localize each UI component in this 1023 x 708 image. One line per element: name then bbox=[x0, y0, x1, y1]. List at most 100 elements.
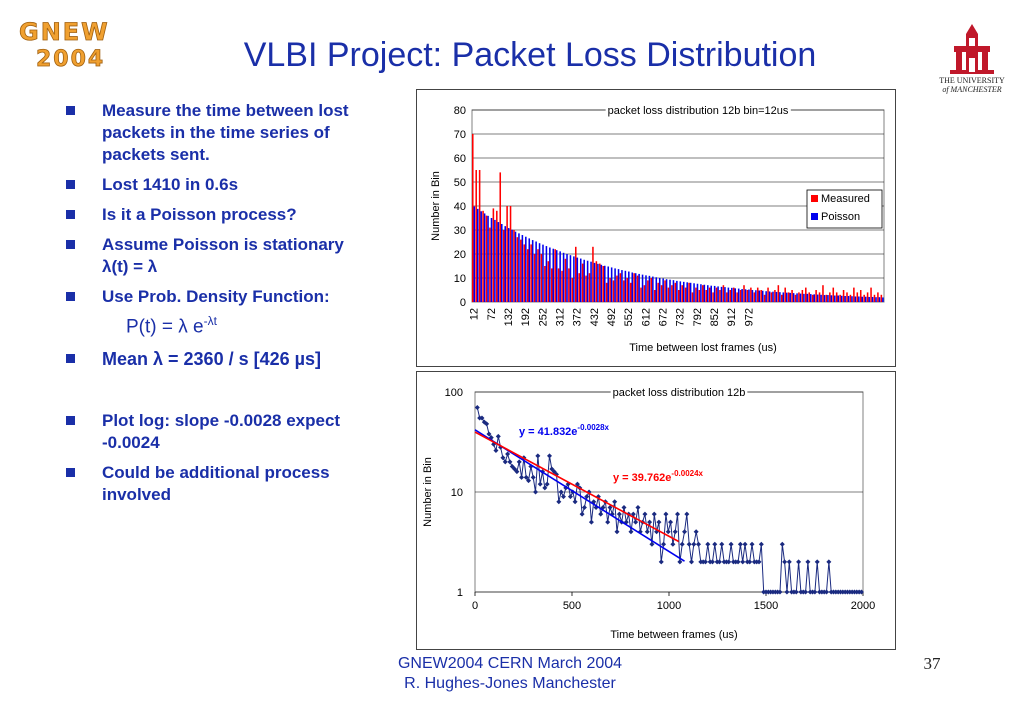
data-point bbox=[826, 559, 832, 565]
bar-poisson bbox=[707, 285, 709, 302]
y-tick-label: 70 bbox=[454, 129, 466, 141]
data-point bbox=[686, 541, 692, 547]
bar-poisson bbox=[555, 250, 558, 302]
bar-poisson bbox=[806, 293, 809, 302]
bar-poisson bbox=[480, 211, 482, 302]
bar-poisson bbox=[628, 271, 630, 302]
bar-poisson bbox=[573, 256, 575, 302]
footer-line1: GNEW2004 CERN March 2004 bbox=[397, 655, 623, 672]
bar-poisson bbox=[710, 285, 712, 302]
bullet-item: Use Prob. Density Function: bbox=[66, 286, 396, 308]
bar-poisson bbox=[569, 255, 572, 302]
data-point bbox=[668, 519, 674, 525]
data-point bbox=[695, 541, 701, 547]
bar-measured bbox=[520, 239, 522, 302]
x-tick-label: 612 bbox=[640, 308, 652, 326]
bar-poisson bbox=[549, 247, 551, 302]
trendline-fit-measured bbox=[474, 429, 685, 562]
university-line2: of MANCHESTER bbox=[942, 85, 1002, 94]
bar-poisson bbox=[792, 293, 795, 302]
data-point bbox=[535, 453, 541, 459]
data-point bbox=[702, 559, 708, 565]
x-tick-label: 500 bbox=[563, 600, 581, 612]
bar-measured bbox=[472, 134, 474, 302]
data-point bbox=[574, 481, 580, 487]
bar-measured bbox=[729, 290, 732, 302]
bar-measured bbox=[513, 230, 515, 302]
bullet-item: Measure the time between lost packets in… bbox=[66, 100, 396, 166]
bar-measured bbox=[612, 280, 615, 302]
data-point bbox=[488, 435, 494, 441]
data-point bbox=[663, 511, 669, 517]
bar-measured bbox=[784, 287, 786, 302]
data-point bbox=[628, 529, 634, 535]
bar-measured bbox=[856, 292, 859, 302]
data-point bbox=[726, 559, 732, 565]
data-point bbox=[528, 463, 534, 469]
bar-measured bbox=[581, 263, 584, 302]
bullet-item: Is it a Poisson process? bbox=[66, 204, 396, 226]
bar-poisson bbox=[755, 290, 757, 302]
bar-poisson bbox=[604, 265, 606, 302]
bar-measured bbox=[873, 294, 876, 302]
bar-measured bbox=[609, 278, 611, 302]
data-point bbox=[621, 504, 627, 510]
data-point bbox=[623, 519, 629, 525]
bar-measured bbox=[815, 290, 817, 302]
bar-poisson bbox=[531, 240, 534, 302]
x-axis-label: Time between frames (us) bbox=[610, 629, 737, 641]
bar-poisson bbox=[579, 258, 582, 302]
bullet-item: Assume Poisson is stationary λ(t) = λ bbox=[66, 234, 396, 278]
bar-measured bbox=[533, 254, 536, 302]
footer: GNEW2004 CERN March 2004 R. Hughes-Jones… bbox=[340, 654, 680, 694]
bar-poisson bbox=[782, 292, 785, 302]
bar-poisson bbox=[600, 264, 603, 302]
data-point bbox=[693, 529, 699, 535]
data-point bbox=[579, 511, 585, 517]
x-tick-label: 72 bbox=[486, 308, 498, 320]
data-point bbox=[675, 511, 681, 517]
x-tick-label: 852 bbox=[709, 308, 721, 326]
bar-poisson bbox=[483, 213, 486, 302]
data-point bbox=[542, 485, 548, 491]
probability-formula: P(t) = λ e-λt bbox=[66, 310, 396, 338]
data-point bbox=[635, 504, 641, 510]
data-point bbox=[609, 511, 615, 517]
bar-poisson bbox=[727, 287, 730, 302]
x-tick-label: 12 bbox=[469, 308, 481, 320]
data-point bbox=[630, 511, 636, 517]
data-point bbox=[716, 559, 722, 565]
bullet-item: Mean λ = 2360 / s [426 µs] bbox=[66, 348, 396, 370]
bar-measured bbox=[561, 270, 563, 302]
bar-measured bbox=[568, 268, 570, 302]
bar-poisson bbox=[789, 292, 791, 302]
data-point bbox=[824, 589, 830, 595]
bullet-text: Measure the time between lost packets in… bbox=[102, 101, 349, 164]
y-tick-label: 40 bbox=[454, 201, 466, 213]
bar-measured bbox=[599, 263, 601, 302]
bar-measured bbox=[571, 278, 574, 302]
bar-measured bbox=[585, 275, 587, 302]
data-point bbox=[526, 478, 532, 484]
bar-measured bbox=[801, 290, 804, 302]
bar-poisson bbox=[713, 285, 716, 302]
x-tick-label: 492 bbox=[606, 308, 618, 326]
bar-poisson bbox=[803, 293, 805, 302]
bar-poisson bbox=[820, 294, 822, 302]
bar-measured bbox=[774, 290, 776, 302]
bar-measured bbox=[671, 285, 673, 302]
data-point bbox=[782, 559, 788, 565]
bar-poisson bbox=[521, 235, 524, 302]
bar-poisson bbox=[779, 292, 781, 302]
data-point bbox=[544, 481, 550, 487]
bar-poisson bbox=[665, 279, 668, 302]
x-tick-label: 552 bbox=[623, 308, 635, 326]
bar-poisson bbox=[542, 244, 544, 302]
bar-poisson bbox=[882, 297, 884, 302]
bar-poisson bbox=[868, 296, 870, 302]
data-point bbox=[719, 541, 725, 547]
x-tick-label: 252 bbox=[537, 308, 549, 326]
bar-measured bbox=[726, 292, 728, 302]
data-point bbox=[735, 559, 741, 565]
